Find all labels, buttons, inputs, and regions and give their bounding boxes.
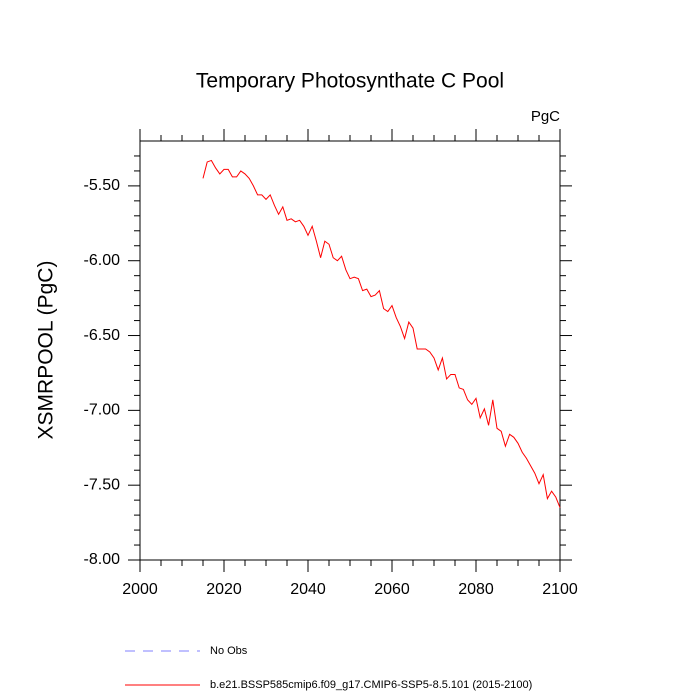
x-tick-label: 2020 bbox=[206, 581, 242, 598]
y-tick-label: -8.00 bbox=[84, 551, 121, 568]
y-tick-label: -7.50 bbox=[84, 476, 121, 493]
legend-label: No Obs bbox=[210, 645, 248, 657]
x-tick-label: 2040 bbox=[290, 581, 326, 598]
x-tick-label: 2100 bbox=[542, 581, 578, 598]
x-tick-label: 2080 bbox=[458, 581, 494, 598]
data-line bbox=[202, 159, 561, 508]
y-tick-label: -5.50 bbox=[84, 177, 121, 194]
chart-title: Temporary Photosynthate C Pool bbox=[196, 70, 504, 93]
plot-frame bbox=[139, 140, 561, 561]
legend-label: b.e21.BSSP585cmip6.f09_g17.CMIP6-SSP5-8.… bbox=[210, 679, 532, 691]
units-label: PgC bbox=[531, 108, 560, 125]
x-tick-label: 2000 bbox=[122, 581, 158, 598]
y-tick-label: -6.50 bbox=[84, 327, 121, 344]
x-tick-label: 2060 bbox=[374, 581, 410, 598]
y-tick-label: -6.00 bbox=[84, 252, 121, 269]
y-axis-label: XSMRPOOL (PgC) bbox=[35, 261, 58, 440]
y-tick-label: -7.00 bbox=[84, 402, 121, 419]
